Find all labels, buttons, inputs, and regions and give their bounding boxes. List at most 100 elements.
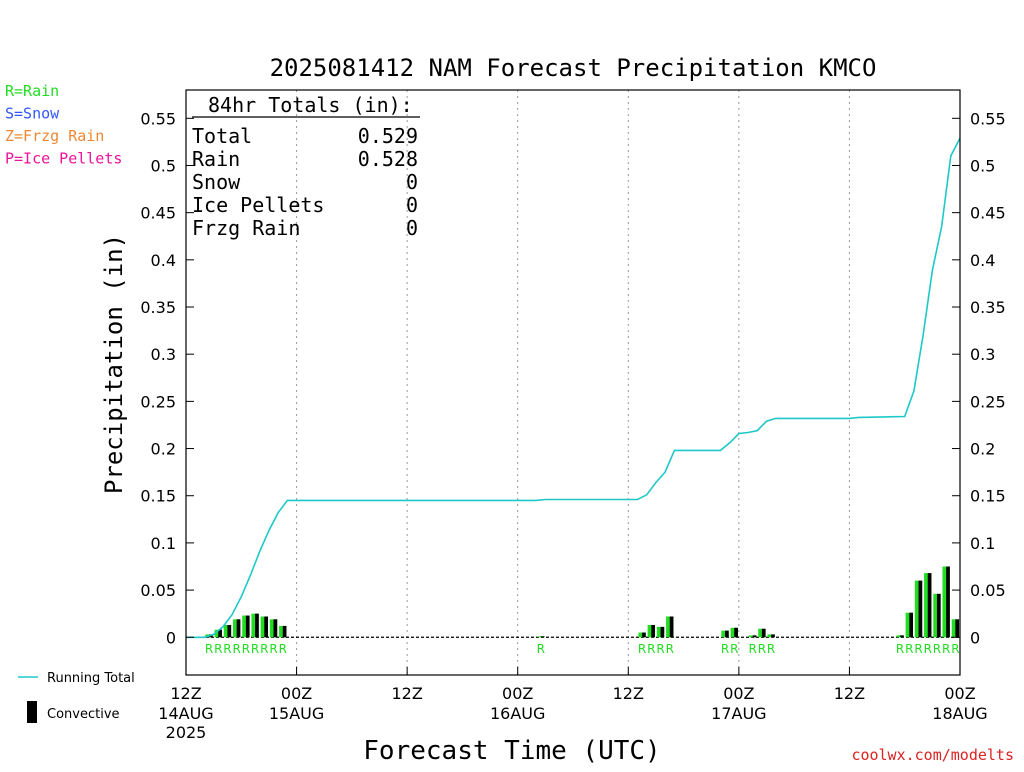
credit-text: coolwx.com/modelts	[851, 746, 1014, 764]
bars-layer	[205, 566, 960, 638]
x-axis-title: Forecast Time (UTC)	[363, 736, 660, 766]
convective-bar	[245, 615, 250, 638]
y-tick-label-right: 0.25	[970, 392, 1006, 411]
x-tick-label: 12Z	[170, 684, 201, 703]
ptype-marker: R	[749, 642, 757, 656]
y-tick-label-left: 0.35	[140, 298, 176, 317]
ptype-legend-item: Z=Frzg Rain	[5, 127, 104, 145]
ptype-marker: R	[656, 642, 664, 656]
precip-bar	[721, 630, 729, 638]
ptype-marker: R	[721, 642, 729, 656]
ptype-marker: R	[647, 642, 655, 656]
y-tick-label-left: 0.1	[151, 534, 176, 553]
y-tick-label-right: 0.3	[970, 345, 995, 364]
totals-row-value: 0.528	[358, 147, 418, 171]
ptype-marker: R	[758, 642, 766, 656]
grid-layer	[186, 90, 960, 675]
ptype-marker: R	[914, 642, 922, 656]
y-tick-label-right: 0.55	[970, 109, 1006, 128]
convective-bar	[936, 593, 941, 638]
totals-row-label: Frzg Rain	[192, 216, 300, 240]
y-tick-label-right: 0.4	[970, 251, 995, 270]
ptype-marker: R	[730, 642, 738, 656]
x-tick-date: 14AUG	[158, 704, 213, 723]
ptype-marker: R	[269, 642, 277, 656]
running-total-layer	[186, 137, 961, 639]
y-tick-label-right: 0.15	[970, 487, 1006, 506]
ptype-legend-item: S=Snow	[5, 105, 60, 123]
y-tick-label-left: 0.5	[151, 156, 176, 175]
ptype-marker: R	[279, 642, 287, 656]
x-tick-label: 00Z	[944, 684, 975, 703]
ptype-marker: R	[223, 642, 231, 656]
convective-bar	[725, 630, 729, 638]
ptype-marker: R	[666, 642, 674, 656]
ptype-legend-item: R=Rain	[5, 82, 59, 100]
precip-bar	[933, 593, 941, 638]
x-tick-label: 12Z	[613, 684, 644, 703]
convective-bar	[734, 627, 738, 638]
precip-bar	[260, 616, 269, 638]
y-axis-title: Precipitation (in)	[100, 234, 128, 494]
y-tick-label-right: 0.05	[970, 581, 1006, 600]
ptype-marker: R	[905, 642, 913, 656]
y-tick-label-left: 0.4	[151, 251, 176, 270]
x-tick-label: 00Z	[723, 684, 754, 703]
ptype-marker: R	[251, 642, 259, 656]
convective-bar	[752, 635, 757, 638]
y-tick-label-right: 0.35	[970, 298, 1006, 317]
convective-bar	[761, 628, 766, 638]
y-tick-label-right: 0.5	[970, 156, 995, 175]
convective-bar	[282, 625, 287, 638]
convective-bar	[900, 635, 904, 638]
ptype-marker: R	[767, 642, 775, 656]
totals-row-value: 0.529	[358, 124, 418, 148]
ptype-marker: R	[638, 642, 646, 656]
convective-bar	[771, 634, 775, 638]
y-tick-label-left: 0.25	[140, 392, 176, 411]
y-tick-label-left: 0.55	[140, 109, 176, 128]
precip-bar	[656, 626, 665, 638]
ptype-marker: R	[537, 642, 545, 656]
convective-bar	[918, 580, 923, 638]
ptype-marker: R	[951, 642, 959, 656]
chart-title: 2025081412 NAM Forecast Precipitation KM…	[270, 54, 877, 82]
x-tick-label: 12Z	[834, 684, 865, 703]
convective-bar	[669, 616, 674, 638]
convective-bar	[909, 612, 914, 638]
ptype-marker: R	[260, 642, 268, 656]
y-tick-label-right: 0.2	[970, 440, 995, 459]
y-tick-label-left: 0.15	[140, 487, 176, 506]
totals-row-value: 0	[406, 216, 418, 240]
ptype-legend-item: P=Ice Pellets	[5, 150, 122, 168]
x-tick-date: 17AUG	[711, 704, 766, 723]
precip-bar	[951, 619, 960, 638]
totals-row-value: 0	[406, 193, 418, 217]
legends-layer: R=Rain S=Snow Z=Frzg Rain P=Ice Pellets Runn…	[5, 82, 135, 723]
convective-bar	[255, 613, 259, 638]
legend-convective-swatch	[27, 701, 37, 723]
running-total-line	[186, 137, 961, 639]
ptype-marker: R	[896, 642, 904, 656]
convective-bar	[927, 573, 932, 638]
y-tick-label-right: 0.1	[970, 534, 995, 553]
x-tick-date: 15AUG	[269, 704, 324, 723]
convective-bar	[955, 619, 960, 638]
convective-bar	[660, 626, 665, 638]
totals-box: 84hr Totals (in): Total 0.529 Rain 0.528 Snow…	[192, 93, 420, 240]
convective-bar	[264, 616, 269, 638]
totals-header: 84hr Totals (in):	[208, 93, 413, 117]
x-tick-date: 16AUG	[490, 704, 545, 723]
y-tick-label-right: 0.45	[970, 204, 1006, 223]
y-tick-label-right: 0	[970, 628, 980, 647]
x-tick-label: 00Z	[502, 684, 533, 703]
ptype-marker: R	[205, 642, 213, 656]
legend-convective-label: Convective	[47, 707, 120, 722]
precip-bar	[758, 628, 766, 638]
x-tick-label: 12Z	[391, 684, 422, 703]
y-tick-label-left: 0.2	[151, 440, 176, 459]
totals-row-label: Ice Pellets	[192, 193, 324, 217]
